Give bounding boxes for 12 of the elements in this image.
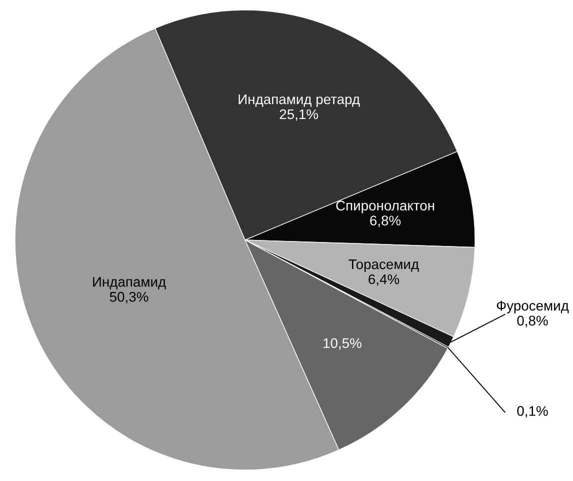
data-label: 0,8%	[517, 316, 548, 328]
data-label: 0,1%	[517, 406, 548, 418]
slice-label: Фуросемид	[496, 300, 569, 314]
slice-label: Спиронолактон	[336, 200, 434, 214]
data-label: 6,4%	[368, 274, 400, 286]
data-label: 10,5%	[324, 338, 362, 350]
data-label: 50,3%	[110, 292, 148, 304]
slice-label: Индапамид ретард	[238, 94, 360, 107]
data-label: 25,1%	[280, 109, 318, 121]
data-label: 6,8%	[370, 216, 401, 228]
slice-label: Торасемид	[348, 260, 419, 272]
slice-label: Индапамид	[93, 277, 166, 290]
